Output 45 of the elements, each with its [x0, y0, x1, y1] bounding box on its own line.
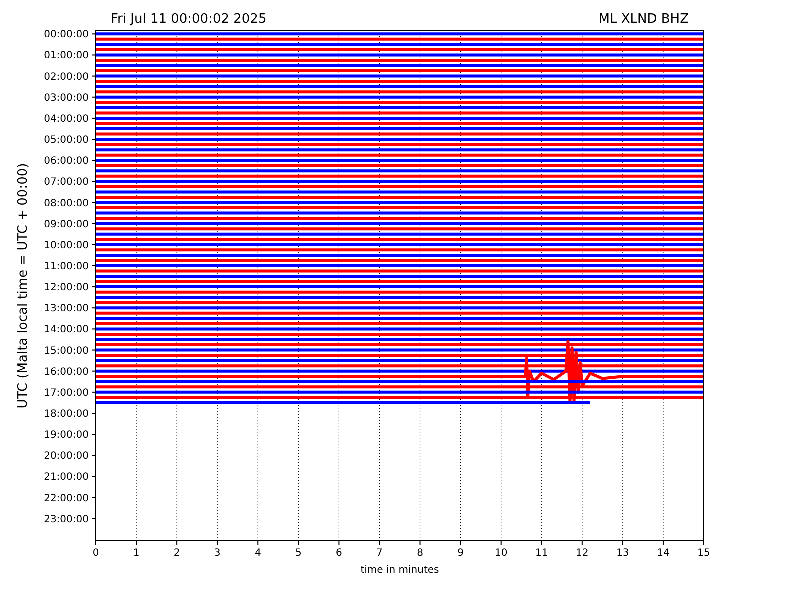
x-tick-label: 9	[458, 548, 464, 559]
y-tick-label: 21:00:00	[44, 472, 89, 484]
y-tick-label: 06:00:00	[44, 156, 89, 168]
x-tick-label: 2	[174, 548, 180, 559]
y-tick-label: 16:00:00	[44, 366, 89, 378]
y-tick-label: 14:00:00	[44, 324, 89, 336]
y-tick-label: 19:00:00	[44, 430, 89, 442]
y-tick-label: 08:00:00	[44, 198, 89, 210]
y-tick-label: 10:00:00	[44, 240, 89, 252]
y-tick-label: 17:00:00	[44, 388, 89, 399]
x-tick-label: 7	[376, 548, 383, 559]
y-tick-label: 04:00:00	[44, 114, 89, 125]
y-tick-label: 12:00:00	[44, 282, 89, 294]
y-tick-label: 11:00:00	[44, 261, 89, 272]
y-tick-label: 03:00:00	[44, 92, 89, 104]
x-tick-label: 12	[576, 548, 589, 559]
x-tick-label: 1	[133, 548, 140, 559]
x-tick-label: 8	[417, 548, 424, 559]
x-axis-title: time in minutes	[360, 565, 440, 576]
x-tick-label: 14	[657, 548, 670, 559]
x-tick-label: 4	[254, 548, 262, 559]
y-tick-label: 07:00:00	[44, 177, 89, 188]
y-tick-label: 05:00:00	[44, 135, 89, 146]
y-tick-label: 01:00:00	[44, 50, 89, 62]
y-tick-label: 15:00:00	[44, 346, 89, 357]
x-tick-label: 0	[92, 548, 100, 559]
y-tick-label: 20:00:00	[44, 451, 89, 462]
y-tick-label: 18:00:00	[44, 409, 89, 420]
y-axis-title: UTC (Malta local time = UTC + 00:00)	[16, 163, 31, 409]
y-tick-label: 02:00:00	[44, 72, 89, 83]
y-tick-label: 23:00:00	[44, 514, 89, 526]
chart-title: Fri Jul 11 00:00:02 2025	[111, 12, 267, 27]
x-tick-label: 6	[336, 548, 342, 559]
x-tick-label: 5	[295, 548, 302, 559]
x-tick-label: 10	[494, 548, 508, 559]
line-series	[96, 340, 704, 404]
y-tick-label: 13:00:00	[44, 304, 89, 315]
x-tick-label: 15	[698, 548, 710, 559]
chart-subtitle: ML XLND BHZ	[598, 12, 690, 27]
x-tick-label: 13	[616, 548, 630, 559]
y-tick-label: 22:00:00	[44, 493, 89, 504]
y-tick-label: 00:00:00	[44, 30, 89, 41]
x-tick-label: 11	[536, 548, 548, 559]
y-tick-label: 09:00:00	[44, 219, 89, 230]
x-tick-label: 3	[214, 548, 221, 559]
